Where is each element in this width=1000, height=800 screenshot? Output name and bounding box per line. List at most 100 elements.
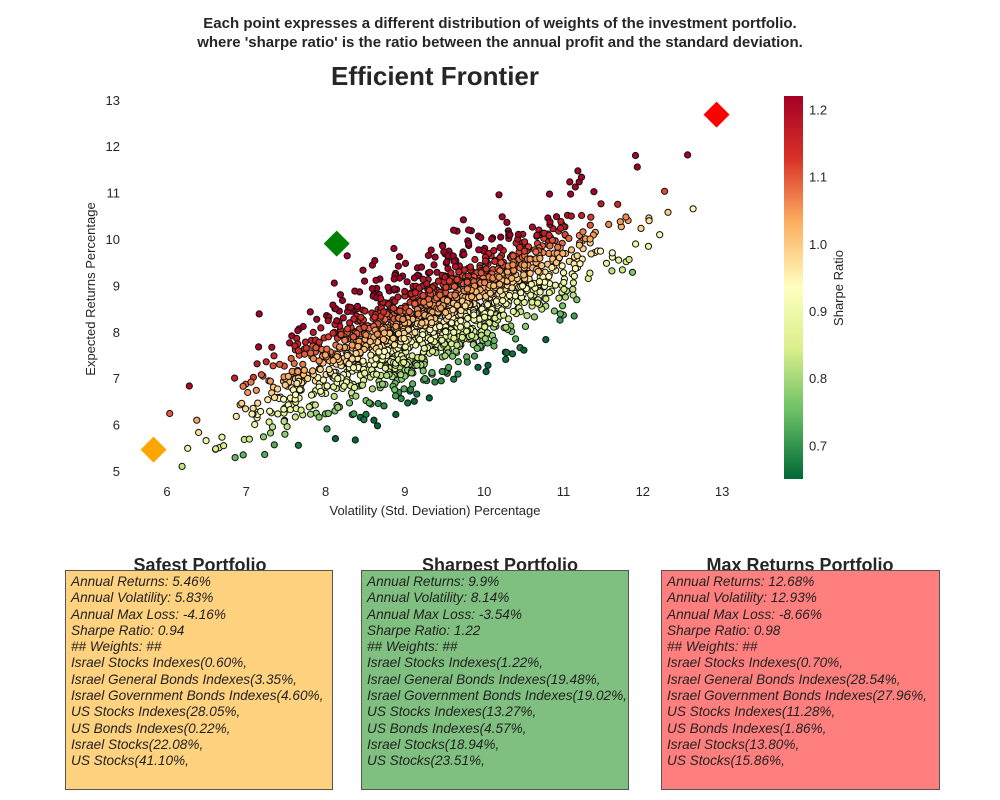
scatter-point [438,336,446,344]
scatter-point [265,418,273,426]
scatter-point [645,217,653,225]
scatter-point [390,285,399,293]
scatter-point [288,332,296,340]
panel-line: Annual Returns: 9.9% [367,574,500,589]
x-tick-label: 13 [715,484,729,499]
scatter-point [357,313,365,321]
scatter-point [453,276,461,284]
scatter-point [280,395,288,403]
scatter-point [579,228,587,236]
scatter-point [316,365,324,373]
scatter-point [551,281,560,289]
scatter-point [371,313,379,321]
scatter-point [481,323,489,331]
scatter-point [552,213,561,221]
scatter-point [491,257,499,265]
scatter-point [570,312,578,320]
scatter-point [569,285,577,293]
scatter-point [372,276,380,284]
scatter-point [185,382,193,390]
scatter-point [454,358,462,366]
panel-line: US Bonds Indexes(0.22%, [71,720,231,736]
scatter-point [377,294,385,303]
panel-line: Annual Max Loss: -4.16% [71,606,226,622]
scatter-point [373,422,382,430]
scatter-point [251,420,259,429]
scatter-point [545,190,554,198]
panel-line: ## Weights: ## [71,639,162,655]
scatter-point [443,258,451,266]
panel-line: Annual Volatility: 12.93% [667,590,817,606]
y-tick-label: 10 [106,232,120,247]
scatter-point [351,287,359,295]
scatter-point [450,226,458,234]
scatter-point [484,301,492,309]
scatter-point [457,317,465,325]
scatter-point [482,368,490,376]
scatter-point [238,399,246,407]
scatter-point [503,348,511,357]
scatter-point [241,405,250,413]
scatter-point [447,269,455,277]
scatter-point [425,286,434,294]
highlight-diamond-marker [703,101,730,128]
scatter-point [330,279,338,287]
scatter-point [451,263,460,271]
scatter-point [421,375,429,383]
scatter-point [520,247,529,255]
scatter-point [463,358,471,366]
scatter-point [502,323,510,331]
scatter-point [468,293,476,301]
scatter-point [341,336,349,344]
chart-title: Efficient Frontier [330,61,539,91]
scatter-point [546,242,554,250]
efficient-frontier-chart: 6 7 8 9 10 11 12 13 5 6 7 8 9 10 11 12 13 Volatility (S… [83,93,846,518]
scatter-point [548,263,556,272]
panel-line: Sharpe Ratio: 0.98 [667,622,781,638]
scatter-point [452,347,460,355]
scatter-point [338,296,347,305]
scatter-point [354,342,362,351]
scatter-point [360,416,368,424]
scatter-point [456,323,465,331]
scatter-point [239,451,247,459]
scatter-point [437,377,445,385]
x-tick-label: 8 [322,484,329,499]
panel-line: US Stocks(41.10%, [71,753,189,769]
scatter-point [546,218,554,226]
scatter-point [530,313,539,321]
scatter-point [481,257,490,265]
scatter-point [296,386,304,394]
panel-line: US Stocks Indexes(11.28%, [667,704,836,720]
scatter-point [312,344,320,352]
scatter-point [325,365,333,374]
scatter-point [425,394,433,402]
scatter-point [361,369,369,377]
scatter-point [300,366,308,374]
scatter-point [284,372,292,380]
scatter-point [324,317,332,325]
scatter-point [309,367,317,375]
scatter-point [329,301,337,309]
scatter-point [374,399,382,408]
scatter-point [506,231,514,239]
scatter-point [323,425,331,433]
scatter-point [334,403,342,411]
scatter-point [329,329,337,337]
scatter-point [202,437,210,445]
scatter-point [574,167,582,175]
scatter-point [270,393,279,402]
scatter-point [461,302,469,310]
scatter-point [442,308,450,316]
scatter-point [465,226,473,234]
scatter-point [519,282,527,290]
scatter-point [270,352,278,360]
scatter-point [569,279,578,287]
scatter-point [344,325,352,333]
scatter-point [362,331,370,339]
scatter-point [358,381,367,389]
scatter-point [438,368,446,376]
scatter-point [420,344,428,352]
panel-line: US Bonds Indexes(4.57%, [367,720,527,736]
scatter-point [231,374,239,382]
